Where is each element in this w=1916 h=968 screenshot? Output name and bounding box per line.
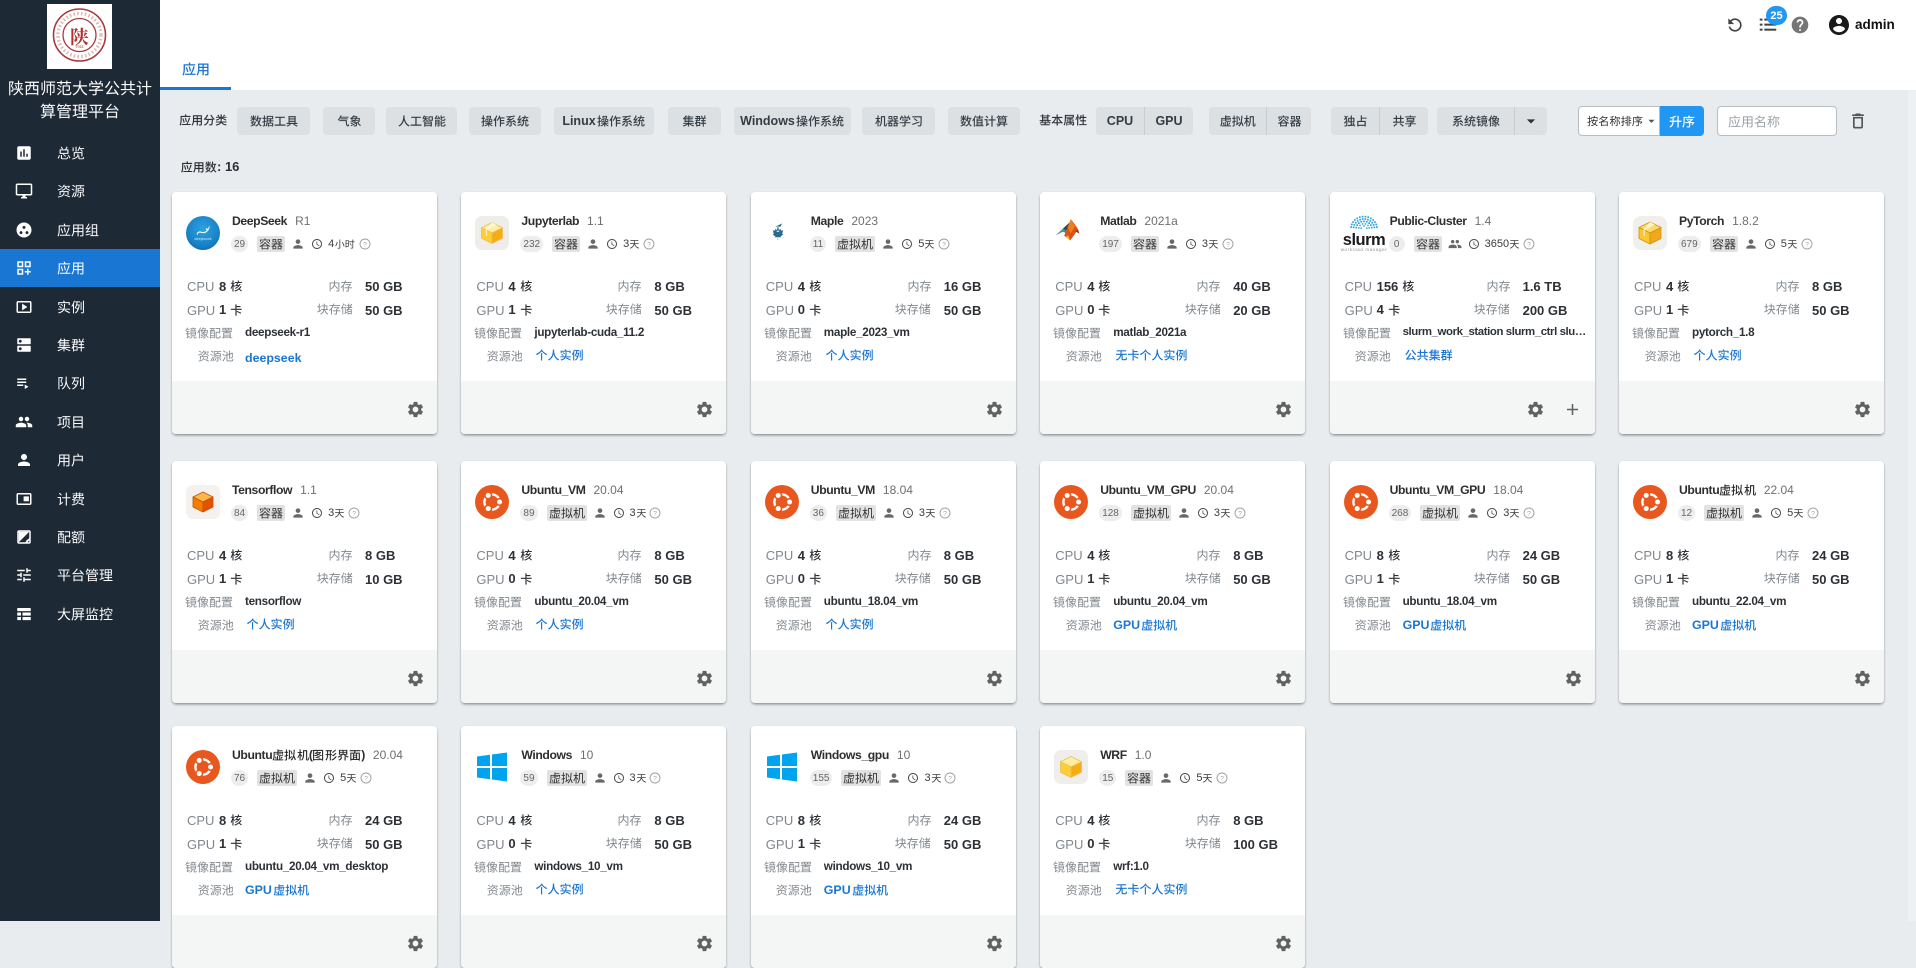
svg-text:?: ? — [1811, 510, 1815, 517]
svg-text:?: ? — [1238, 510, 1242, 517]
svg-text:?: ? — [1805, 241, 1809, 248]
svg-text:?: ? — [943, 510, 947, 517]
svg-text:1944: 1944 — [76, 44, 84, 49]
svg-text:?: ? — [942, 241, 946, 248]
svg-text:slurm: slurm — [1342, 231, 1384, 249]
svg-text:?: ? — [654, 775, 658, 782]
svg-text:?: ? — [363, 241, 367, 248]
svg-text:?: ? — [647, 241, 651, 248]
svg-text:?: ? — [949, 775, 953, 782]
svg-text:?: ? — [1527, 241, 1531, 248]
svg-text:workload manager: workload manager — [1340, 247, 1387, 252]
svg-text:?: ? — [1220, 775, 1224, 782]
svg-text:?: ? — [364, 775, 368, 782]
svg-text:?: ? — [654, 510, 658, 517]
svg-text:deepseek: deepseek — [194, 237, 212, 241]
svg-text:?: ? — [1527, 510, 1531, 517]
svg-text:?: ? — [352, 510, 356, 517]
svg-text:?: ? — [1226, 241, 1230, 248]
